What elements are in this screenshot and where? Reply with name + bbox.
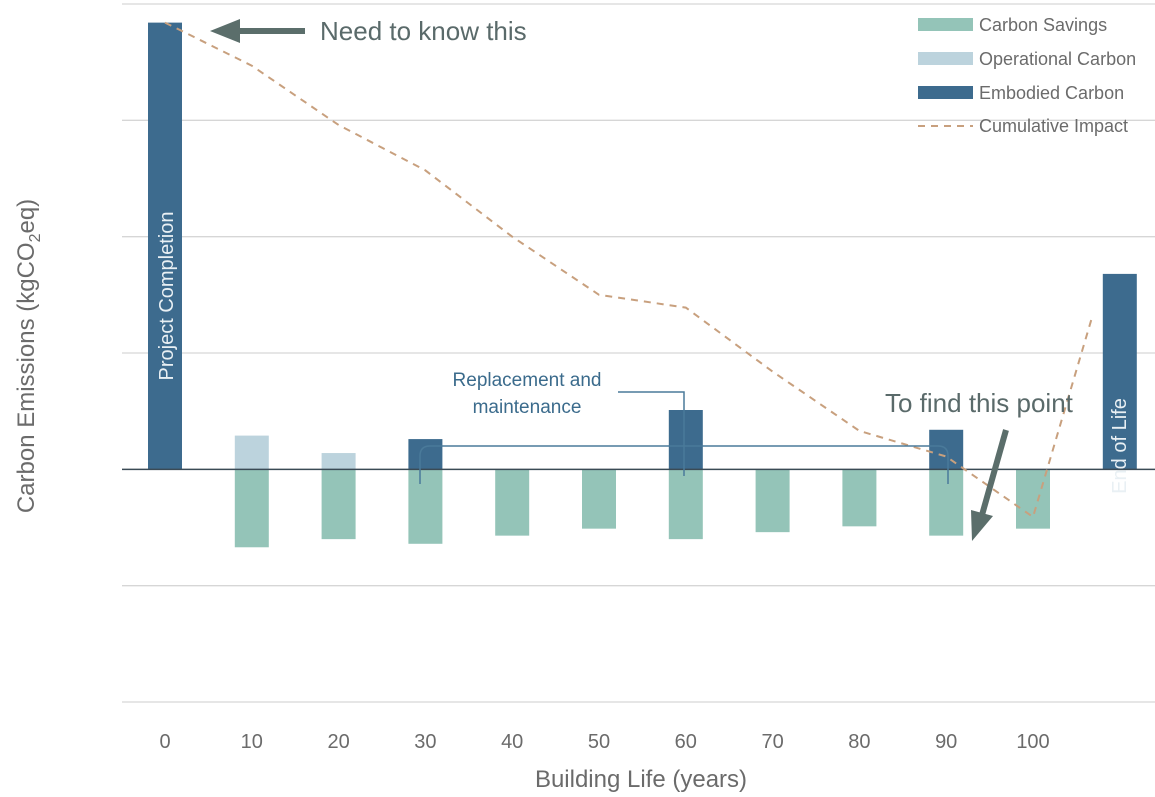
bracket-replacement: Replacement and maintenance	[419, 370, 949, 484]
arrow-shaft-diagonal	[979, 429, 1009, 516]
x-tick-label: 10	[241, 731, 263, 753]
annotation-need-to-know-text: Need to know this	[320, 16, 527, 46]
bar-label-end-of-life: End of Life	[1109, 398, 1131, 494]
arrow-head-down-icon	[971, 510, 993, 541]
bar-carbon-savings	[234, 469, 269, 548]
x-tick-label: 70	[761, 731, 783, 753]
legend-label-operational-carbon: Operational Carbon	[979, 49, 1136, 69]
bracket-text-line1: Replacement and	[453, 370, 602, 391]
bar-carbon-savings	[1016, 469, 1050, 529]
gridlines	[122, 3, 1155, 703]
bar-label-project-completion: Project Completion	[156, 212, 178, 381]
x-tick-label: 50	[588, 731, 610, 753]
x-tick-label: 20	[327, 731, 349, 753]
x-tick-label: 40	[501, 731, 523, 753]
bars	[148, 22, 1137, 548]
legend-swatch-operational-carbon	[918, 52, 973, 65]
y-axis-label-subscript: 2	[27, 233, 44, 242]
legend: Carbon Savings Operational Carbon Embodi…	[918, 15, 1136, 136]
annotation-find-point-text: To find this point	[885, 388, 1074, 418]
bar-carbon-savings	[842, 469, 877, 527]
bracket-text-line2: maintenance	[473, 397, 582, 418]
bar-operational-carbon	[234, 435, 269, 470]
annotation-find-point: To find this point	[885, 388, 1074, 541]
bar-carbon-savings	[321, 469, 356, 540]
bar-embodied-carbon	[148, 22, 182, 470]
annotation-need-to-know: Need to know this	[210, 16, 527, 46]
x-axis-label: Building Life (years)	[535, 766, 747, 793]
bar-operational-carbon	[321, 453, 356, 470]
x-tick-label: 90	[935, 731, 957, 753]
x-tick-label: 30	[414, 731, 436, 753]
bar-embodied-carbon	[668, 410, 703, 470]
bar-carbon-savings	[755, 469, 790, 533]
arrow-head-left-icon	[210, 19, 240, 43]
bar-carbon-savings	[495, 469, 530, 536]
bar-carbon-savings	[668, 469, 703, 540]
legend-label-carbon-savings: Carbon Savings	[979, 15, 1107, 35]
x-tick-label: 100	[1016, 731, 1049, 753]
y-axis-label: Carbon Emissions (kgCO2eq)	[13, 199, 44, 513]
bar-carbon-savings	[408, 469, 443, 544]
bracket-pointer	[618, 391, 685, 476]
bar-embodied-carbon	[408, 439, 443, 470]
x-tick-labels: 0 10 20 30 40 50 60 70 80 90 100	[159, 731, 1049, 753]
legend-swatch-carbon-savings	[918, 18, 973, 31]
cumulative-impact-line	[164, 21, 1093, 519]
legend-label-embodied-carbon: Embodied Carbon	[979, 83, 1124, 103]
legend-label-cumulative-impact: Cumulative Impact	[979, 116, 1128, 136]
bar-carbon-savings	[582, 469, 616, 529]
legend-swatch-embodied-carbon	[918, 86, 973, 99]
x-tick-label: 80	[848, 731, 870, 753]
bar-carbon-savings	[929, 469, 964, 536]
bar-embodied-carbon	[1102, 273, 1137, 470]
x-tick-label: 60	[675, 731, 697, 753]
x-tick-label: 0	[159, 731, 170, 753]
